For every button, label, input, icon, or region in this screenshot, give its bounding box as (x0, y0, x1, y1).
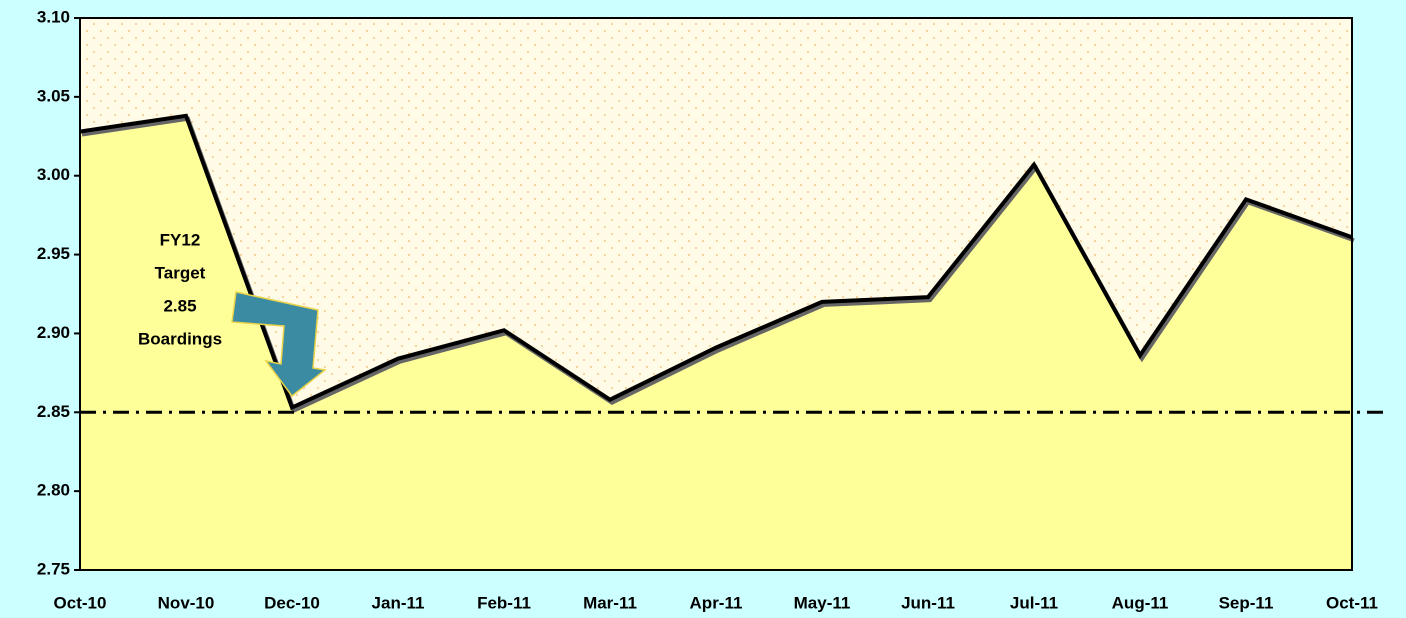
y-tick-label: 3.10 (37, 7, 70, 26)
x-tick-label: Aug-11 (1112, 593, 1169, 612)
annotation: Target (155, 263, 206, 282)
x-tick-label: Nov-10 (158, 593, 215, 612)
x-tick-label: Jan-11 (372, 593, 425, 612)
annotation: Boardings (138, 329, 222, 348)
area (80, 115, 1352, 570)
y-tick-label: 3.00 (37, 165, 70, 184)
x-tick-label: Feb-11 (477, 593, 531, 612)
x-tick-label: Mar-11 (583, 593, 637, 612)
x-tick-label: Jun-11 (901, 593, 955, 612)
line (79, 113, 1353, 411)
y-tick-label: 2.85 (37, 402, 70, 421)
arrow (231, 291, 327, 398)
y-tick-label: 3.05 (37, 86, 70, 105)
x-tick-label: Sep-11 (1219, 593, 1274, 612)
x-tick-label: Oct-10 (54, 593, 107, 612)
x-tick-label: Jul-11 (1010, 593, 1058, 612)
line-shadow (81, 116, 1355, 414)
x-tick-label: Dec-10 (264, 593, 320, 612)
annotation: FY12 (160, 230, 201, 249)
x-tick-label: Oct-11 (1326, 593, 1378, 612)
x-tick-label: May-11 (794, 593, 851, 612)
y-tick-label: 2.95 (37, 244, 70, 263)
plot-border (79, 17, 1353, 571)
y-tick-label: 2.80 (37, 481, 70, 500)
y-tick-label: 2.90 (37, 323, 70, 342)
x-tick-label: Apr-11 (690, 593, 743, 612)
annotation: 2.85 (163, 296, 196, 315)
y-tick-label: 2.75 (37, 559, 70, 578)
